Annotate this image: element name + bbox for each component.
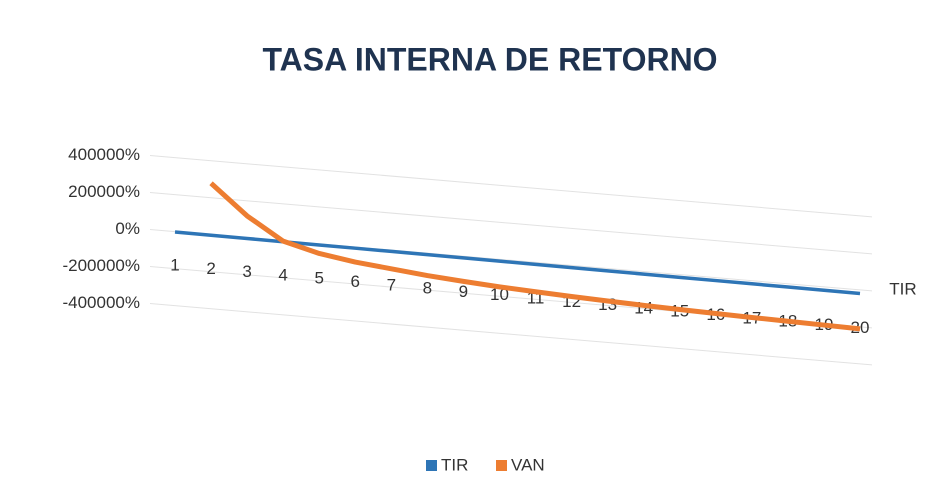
chart-title: TASA INTERNA DE RETORNO: [262, 41, 717, 77]
series-line: [209, 181, 861, 332]
x-tick-label: 8: [423, 279, 432, 298]
grid-line: [149, 192, 873, 255]
x-tick-label: 1: [170, 255, 179, 274]
y-tick-label: 400000%: [68, 145, 140, 164]
legend-label: VAN: [511, 455, 545, 474]
y-tick-label: -400000%: [62, 293, 140, 312]
x-tick-label: 3: [242, 262, 251, 281]
legend-swatch: [496, 460, 507, 471]
x-tick-label: 7: [387, 275, 396, 294]
grid-line: [149, 303, 873, 366]
depth-axis-label: TIR: [889, 279, 916, 298]
x-tick-label: 4: [278, 265, 287, 284]
y-tick-label: 0%: [115, 219, 140, 238]
x-tick-label: 2: [206, 259, 215, 278]
legend-swatch: [426, 460, 437, 471]
grid-line: [149, 155, 873, 218]
x-tick-label: 9: [459, 282, 468, 301]
x-tick-label: 5: [314, 269, 323, 288]
y-tick-label: 200000%: [68, 182, 140, 201]
x-tick-label: 6: [351, 272, 360, 291]
y-tick-label: -200000%: [62, 256, 140, 275]
legend-label: TIR: [441, 455, 468, 474]
